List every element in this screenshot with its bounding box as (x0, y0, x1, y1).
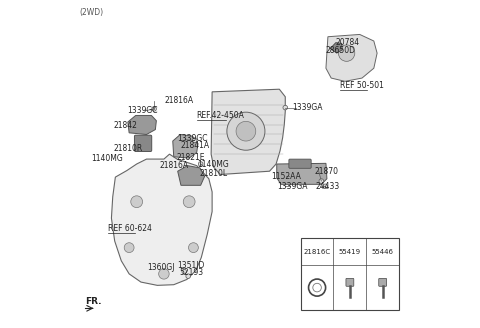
Text: 21816A: 21816A (165, 95, 194, 105)
Polygon shape (277, 163, 327, 184)
FancyBboxPatch shape (379, 278, 386, 286)
Text: REF 50-501: REF 50-501 (340, 81, 384, 91)
Circle shape (124, 243, 134, 253)
Text: 21870: 21870 (315, 167, 339, 176)
Text: 1339GC: 1339GC (178, 134, 208, 143)
Polygon shape (111, 154, 212, 285)
Text: 21810L: 21810L (200, 169, 228, 178)
Text: FR.: FR. (85, 297, 102, 306)
Text: 21841A: 21841A (180, 141, 209, 151)
Text: 1339GC: 1339GC (127, 106, 157, 115)
Text: (2WD): (2WD) (79, 8, 103, 17)
Circle shape (323, 184, 327, 189)
Text: REF 60-624: REF 60-624 (108, 224, 152, 234)
Polygon shape (326, 34, 377, 81)
Text: 20784: 20784 (335, 38, 359, 47)
Text: 55446: 55446 (372, 249, 394, 255)
Text: 1351JD: 1351JD (178, 260, 205, 270)
Circle shape (338, 45, 355, 61)
Text: 55419: 55419 (339, 249, 361, 255)
Circle shape (319, 179, 324, 183)
Text: 21816C: 21816C (303, 249, 331, 255)
FancyBboxPatch shape (134, 135, 152, 152)
Circle shape (236, 121, 256, 141)
Text: 21821E: 21821E (176, 153, 204, 162)
Text: REF.42-450A: REF.42-450A (197, 111, 245, 120)
Text: 1152AA: 1152AA (271, 172, 301, 181)
Text: 1140MG: 1140MG (197, 160, 229, 169)
FancyBboxPatch shape (289, 159, 311, 168)
Circle shape (189, 243, 198, 253)
FancyBboxPatch shape (346, 278, 354, 286)
Circle shape (283, 105, 288, 110)
Text: 52193: 52193 (180, 268, 204, 277)
Circle shape (152, 107, 156, 111)
Polygon shape (330, 43, 342, 53)
Text: 28650D: 28650D (326, 46, 356, 55)
Circle shape (227, 112, 265, 150)
Polygon shape (211, 89, 285, 174)
Text: 1339GA: 1339GA (277, 182, 307, 191)
Polygon shape (128, 115, 156, 134)
Circle shape (186, 274, 191, 278)
Text: 24433: 24433 (315, 182, 340, 191)
Circle shape (159, 269, 169, 279)
Bar (300, 238, 399, 310)
Text: 21842: 21842 (114, 121, 138, 130)
Circle shape (192, 138, 197, 143)
Circle shape (198, 162, 203, 166)
Circle shape (183, 196, 195, 208)
Text: 21810R: 21810R (114, 144, 143, 153)
Text: 1339GA: 1339GA (292, 103, 323, 112)
Polygon shape (173, 134, 198, 158)
Text: 21816A: 21816A (160, 161, 189, 171)
Circle shape (182, 269, 187, 274)
Text: 1360GJ: 1360GJ (147, 263, 175, 273)
Circle shape (131, 196, 143, 208)
Polygon shape (178, 166, 204, 185)
Text: 1140MG: 1140MG (91, 154, 122, 163)
